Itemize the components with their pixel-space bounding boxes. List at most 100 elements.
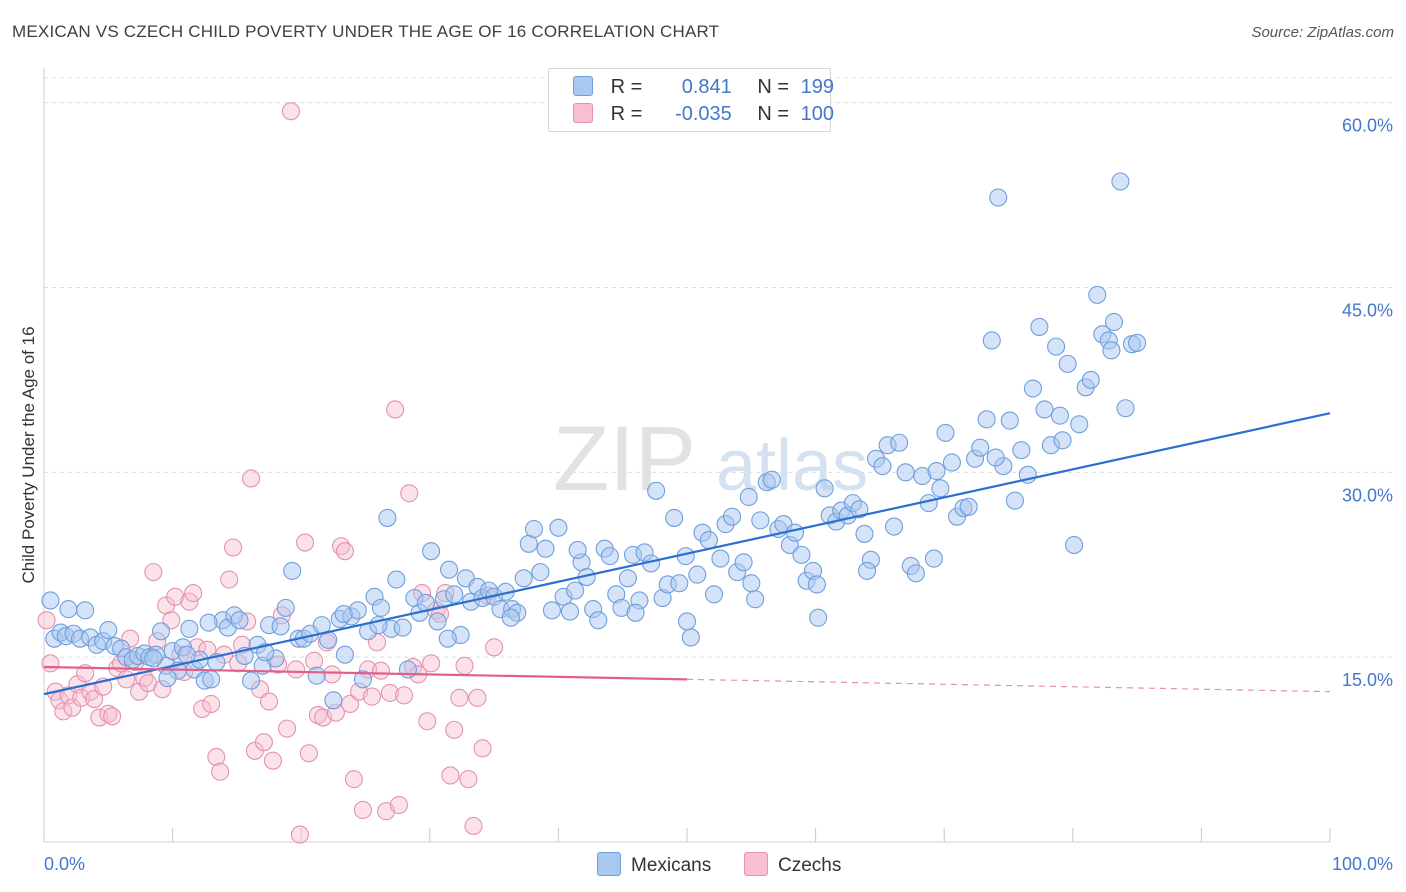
- mexicans-point: [271, 617, 290, 636]
- legend-n-label: N =: [757, 103, 790, 125]
- czechs-point: [63, 698, 82, 717]
- mexicans-point: [398, 660, 417, 679]
- mexicans-point: [307, 666, 326, 685]
- czechs-point: [184, 584, 203, 603]
- czechs-point: [37, 611, 56, 630]
- mexicans-point: [428, 612, 447, 631]
- mexicans-point: [353, 670, 372, 689]
- czechs-label: Czechs: [778, 855, 842, 876]
- mexicans-point: [1102, 341, 1121, 360]
- mexicans-point: [746, 590, 765, 609]
- mexicans-points: [41, 172, 1147, 710]
- mexicans-point: [762, 470, 781, 489]
- legend-row-czechs: R = -0.035 N = 100: [573, 101, 834, 127]
- mexicans-point: [1116, 399, 1135, 418]
- mexicans-point: [549, 518, 568, 537]
- mexicans-point: [1035, 400, 1054, 419]
- mexicans-point: [514, 569, 533, 588]
- mexicans-point: [677, 612, 697, 631]
- mexicans-point: [387, 570, 406, 589]
- legend-n-value: 100: [800, 103, 834, 125]
- mexicans-point: [1047, 337, 1066, 356]
- mexicans-point: [1050, 406, 1069, 425]
- czechs-point: [418, 712, 437, 731]
- gridlines: [44, 77, 1392, 658]
- czechs-point: [180, 592, 199, 611]
- source-label: Source: ZipAtlas.com: [1251, 24, 1394, 41]
- mexicans-point: [600, 547, 619, 566]
- mexicans-point: [711, 549, 730, 568]
- czechs-point: [305, 651, 324, 670]
- czechs-point: [296, 533, 315, 552]
- mexicans-point: [524, 519, 544, 539]
- czechs-point: [299, 744, 318, 763]
- czechs-points: [37, 102, 504, 844]
- mexicans-point: [1088, 285, 1107, 304]
- czechs-point: [308, 706, 327, 725]
- legend-n-value: 199: [800, 76, 834, 98]
- mexicans-point: [335, 645, 354, 664]
- mexicans-point: [99, 621, 118, 640]
- mexicans-point: [334, 604, 353, 624]
- legend-r-value: 0.841: [681, 76, 732, 98]
- mexicans-point: [76, 601, 95, 620]
- mexicans-point: [1005, 491, 1024, 510]
- watermark-zip: ZIP: [553, 408, 696, 510]
- mexicans-point: [734, 553, 753, 572]
- mexicans-point: [989, 188, 1008, 207]
- legend-row-mexicans: R = 0.841 N = 199: [573, 74, 834, 100]
- mexicans-point: [1030, 317, 1049, 336]
- watermark: ZIP atlas: [553, 408, 868, 510]
- mexicans-point: [890, 433, 909, 452]
- legend-r-label: R =: [610, 103, 643, 125]
- mexicans-point: [41, 591, 60, 610]
- mexicans-point: [982, 331, 1001, 350]
- czechs-point: [162, 611, 181, 630]
- mexicans-point: [241, 671, 261, 690]
- mexicans-point: [324, 691, 343, 710]
- mexicans-point: [422, 542, 441, 561]
- czechs-swatch: [573, 103, 593, 123]
- czechs-point: [144, 563, 163, 582]
- czechs-point: [54, 702, 73, 721]
- watermark-atlas: atlas: [716, 426, 868, 506]
- mexicans-point: [276, 598, 295, 617]
- mexicans-point: [739, 487, 758, 507]
- mexicans-point: [699, 531, 718, 550]
- mexicans-point: [884, 517, 904, 536]
- mexicans-swatch: [597, 852, 621, 876]
- czechs-point: [353, 800, 372, 820]
- mexicans-point: [531, 563, 550, 582]
- czechs-point: [371, 661, 390, 680]
- y-axis-label: Child Poverty Under the Age of 16: [19, 326, 38, 583]
- mexicans-point: [688, 565, 707, 584]
- mexicans-point: [378, 508, 397, 527]
- mexicans-point: [681, 628, 700, 647]
- mexicans-point: [199, 613, 218, 632]
- czechs-point: [85, 690, 104, 709]
- czechs-point: [90, 708, 109, 727]
- czechs-point: [281, 102, 300, 121]
- czechs-point: [445, 720, 464, 739]
- czechs-point: [166, 587, 185, 606]
- mexicans-point: [1065, 535, 1084, 555]
- mexicans-point: [283, 561, 302, 580]
- axes: [43, 68, 1331, 843]
- czechs-point: [450, 688, 469, 707]
- czechs-point: [455, 656, 474, 675]
- czechs-point: [207, 747, 226, 767]
- czechs-point: [41, 654, 60, 673]
- mexicans-point: [445, 585, 464, 604]
- czechs-point: [362, 687, 381, 706]
- mexicans-point: [936, 423, 955, 442]
- czechs-point: [263, 751, 282, 770]
- mexicans-point: [986, 448, 1005, 467]
- mexicans-point: [722, 507, 742, 526]
- mexicans-point: [742, 574, 761, 593]
- mexicans-point: [568, 540, 587, 560]
- czechs-point: [464, 816, 483, 836]
- mexicans-point: [807, 575, 826, 594]
- czechs-point: [103, 707, 122, 726]
- mexicans-point: [1023, 379, 1042, 398]
